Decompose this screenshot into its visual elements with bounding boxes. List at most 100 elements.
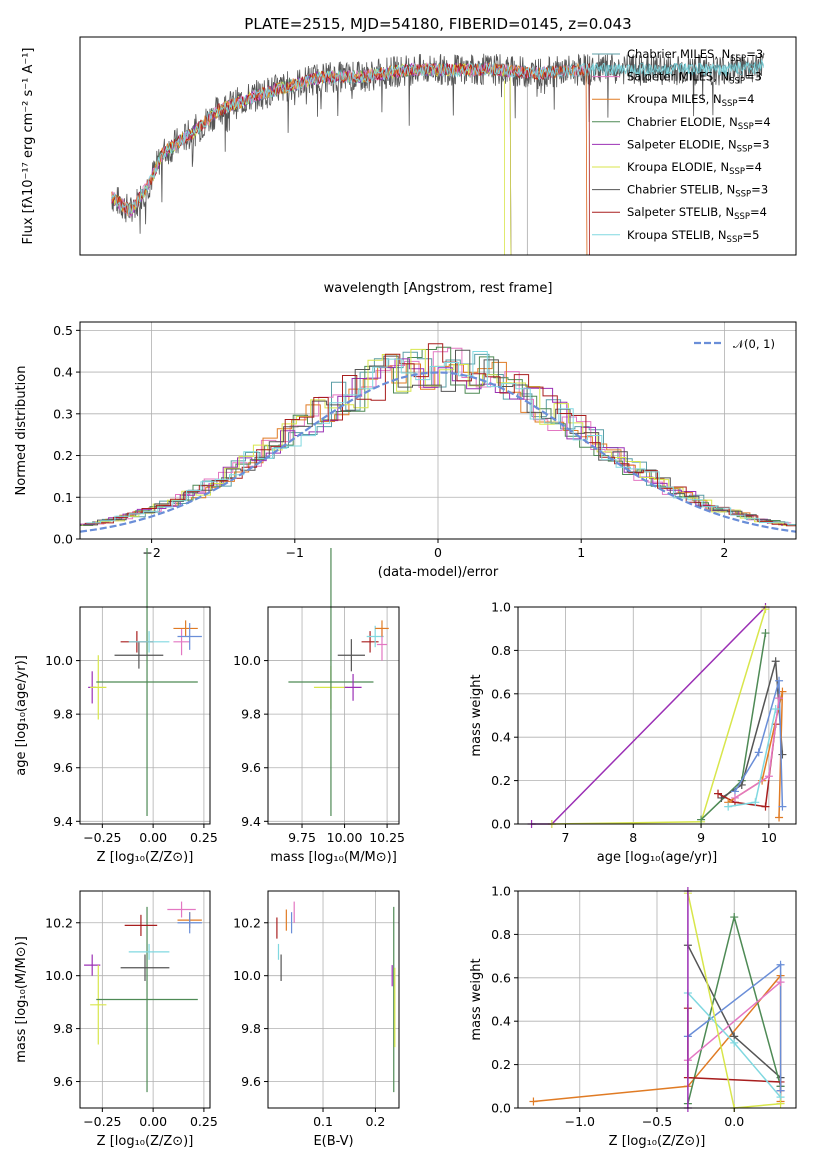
legend-nssp-prefix: , N	[713, 160, 729, 174]
axes-frame	[79, 36, 797, 256]
x-axis-label: Z [log₁₀(Z/Z⊙)]	[97, 1134, 194, 1149]
legend-nssp-eq: =	[737, 92, 747, 106]
weight-point	[778, 750, 787, 759]
weight-point	[529, 1097, 538, 1106]
legend-label: Chabrier ELODIE	[627, 115, 722, 129]
y-tick-label: 0.2	[53, 448, 73, 463]
legend-nssp-sub: SSP	[730, 54, 746, 64]
chart-title: PLATE=2515, MJD=54180, FIBERID=0145, z=0…	[244, 15, 631, 33]
y-axis-label: mass weight	[469, 674, 484, 756]
y-tick-label: 9.8	[53, 1021, 73, 1036]
legend-nssp-value: 3	[756, 47, 763, 61]
weight-line-6	[734, 680, 784, 807]
legend-nssp-eq: =	[745, 70, 755, 84]
x-axis-label: age [log₁₀(age/yr)]	[597, 850, 718, 865]
legend-label: Kroupa ELODIE	[627, 160, 713, 174]
panel-mass_vs_ebv: 0.1 0.2 9.6 9.8 10.0 10.2 E(B-V)	[233, 890, 400, 1149]
y-tick-label: 0.4	[491, 1014, 511, 1029]
y-tick-label: 0.0	[53, 532, 73, 547]
x-tick-label: 8	[629, 830, 637, 845]
x-tick-label: 2	[720, 545, 728, 560]
legend-nssp-value: 3	[755, 70, 762, 84]
panel-mass_vs_z: −0.25 0.00 0.25 9.6 9.8 10.0 10.2 Z [log₁₀(Z/Z⊙…	[14, 890, 218, 1149]
x-tick-label: −0.5	[642, 1114, 672, 1129]
legend-entry: Kroupa STELIB, NSSP=5	[627, 228, 759, 245]
panel-age_vs_z: −0.25 0.00 0.25 9.4 9.6 9.8 10.0 Z [log₁₀(Z/Z⊙)…	[14, 548, 218, 865]
x-axis-label: Z [log₁₀(Z/Z⊙)]	[609, 1134, 706, 1149]
legend-nssp-value: 4	[747, 92, 754, 106]
histogram-chabrier_stelib	[83, 349, 796, 526]
legend-entry: Salpeter MILES, NSSP=3	[627, 70, 762, 87]
weight-point	[754, 748, 763, 757]
y-tick-label: 0.2	[491, 773, 511, 788]
x-axis-label: mass [log₁₀(M/M⊙)]	[270, 850, 397, 865]
x-axis-label: E(B-V)	[313, 1134, 353, 1149]
spectrum-line-7	[111, 62, 590, 255]
legend-nssp-eq: =	[746, 47, 756, 61]
x-tick-label: 0.00	[139, 830, 167, 845]
legend-label: Salpeter MILES	[627, 70, 713, 84]
y-tick-label: 9.4	[53, 814, 73, 829]
legend-nssp-prefix: , N	[714, 47, 730, 61]
x-tick-label: 7	[561, 830, 569, 845]
weight-point	[724, 802, 733, 811]
x-tick-label: 10.25	[369, 830, 405, 845]
legend-entry: Chabrier ELODIE, NSSP=4	[627, 115, 771, 132]
y-axis-label: age [log₁₀(age/yr)]	[14, 655, 29, 776]
weight-point	[775, 694, 784, 703]
y-tick-label: 0.8	[491, 927, 511, 942]
y-tick-label: 0.4	[53, 365, 73, 380]
y-tick-label: 10.0	[45, 653, 73, 668]
x-tick-label: 0.25	[190, 830, 218, 845]
legend-nssp-sub: SSP	[722, 99, 738, 109]
weight-point	[751, 798, 760, 807]
y-tick-label: 0.0	[491, 1101, 511, 1116]
legend-entry: 𝒩(0, 1)	[733, 337, 775, 351]
weight-point	[761, 802, 770, 811]
weight-point	[776, 978, 785, 987]
x-tick-label: 0.2	[365, 1114, 385, 1129]
y-tick-label: 9.8	[53, 707, 73, 722]
axes-frame	[79, 890, 211, 1109]
legend-nssp-sub: SSP	[737, 144, 753, 154]
legend-label: Kroupa MILES	[627, 92, 706, 106]
legend-entry: Salpeter STELIB, NSSP=4	[627, 205, 767, 222]
panel-residuals: −2 −1 0 1 2 0.0 0.1 0.2 0.3 0.4 0.5 (data-model)/er…	[14, 321, 797, 580]
weight-point	[776, 1099, 785, 1108]
x-tick-label: 0.25	[190, 1114, 218, 1129]
legend-nssp-value: 3	[761, 183, 768, 197]
axes-frame	[267, 606, 400, 825]
weight-point	[697, 815, 706, 824]
y-tick-label: 9.4	[241, 814, 261, 829]
histogram-kroupa_elodie	[81, 348, 796, 526]
panel-age_vs_mass: 9.75 10.00 10.25 9.4 9.6 9.8 10.0 mass [log₁₀(M…	[233, 548, 405, 865]
y-tick-label: 9.8	[241, 1021, 261, 1036]
weight-point	[764, 772, 773, 781]
y-tick-label: 10.0	[45, 968, 73, 983]
y-tick-label: 9.6	[241, 1074, 261, 1089]
weight-point	[775, 813, 784, 822]
y-tick-label: 10.0	[233, 968, 261, 983]
axes-frame	[517, 606, 797, 825]
legend-nssp-prefix: , N	[721, 137, 737, 151]
legend-nssp-prefix: , N	[719, 183, 735, 197]
legend-label: Kroupa STELIB	[627, 228, 711, 242]
panel-weight_vs_z: −1.0 −0.5 0.0 0.0 0.2 0.4 0.6 0.8 1.0 Z [log₁₀(Z/…	[469, 884, 797, 1149]
x-tick-label: 10.00	[327, 830, 363, 845]
y-tick-label: 0.3	[53, 406, 73, 421]
x-axis-label: (data-model)/error	[378, 565, 499, 580]
legend-nssp-sub: SSP	[735, 190, 751, 200]
x-tick-label: 9	[697, 830, 705, 845]
y-axis-label: Normed distribution	[14, 366, 29, 496]
y-tick-label: 9.6	[53, 1074, 73, 1089]
legend-nssp-prefix: , N	[718, 205, 734, 219]
legend-entry: Chabrier MILES, NSSP=3	[627, 47, 763, 64]
y-tick-label: 0.5	[53, 323, 73, 338]
legend-nssp-eq: =	[745, 160, 755, 174]
legend-nssp-value: 4	[760, 205, 767, 219]
x-tick-label: 0	[434, 545, 442, 560]
x-tick-label: 9.75	[288, 830, 316, 845]
legend-nssp-eq: =	[753, 137, 763, 151]
weight-point	[776, 960, 785, 969]
